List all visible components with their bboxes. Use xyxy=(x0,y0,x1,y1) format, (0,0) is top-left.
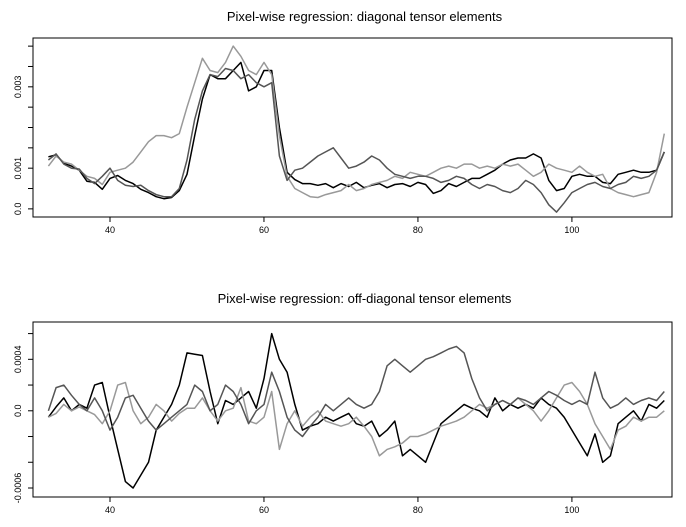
series-line-2 xyxy=(48,381,665,457)
x-tick-label: 100 xyxy=(564,225,579,235)
series-line-2 xyxy=(47,45,666,199)
chart-title: Pixel-wise regression: off-diagonal tens… xyxy=(218,291,512,306)
y-tick-label: 0.0 xyxy=(13,203,23,216)
x-tick-label: 80 xyxy=(413,225,423,235)
y-tick-label: -0.0006 xyxy=(13,473,23,504)
series-line-3 xyxy=(47,67,665,213)
plot-frame xyxy=(32,321,673,498)
x-tick-label: 40 xyxy=(105,225,115,235)
series-line-1 xyxy=(48,61,665,200)
x-tick-label: 40 xyxy=(105,505,115,515)
x-tick-label: 60 xyxy=(259,225,269,235)
series-line-3 xyxy=(47,345,665,438)
chart-panel-off-diagonal: Pixel-wise regression: off-diagonal tens… xyxy=(13,291,673,515)
series-line-1 xyxy=(47,332,665,489)
y-tick-label: 0.0004 xyxy=(13,346,23,374)
y-tick-label: 0.0 xyxy=(13,405,23,418)
x-tick-label: 80 xyxy=(413,505,423,515)
y-tick-label: 0.001 xyxy=(13,157,23,180)
chart-title: Pixel-wise regression: diagonal tensor e… xyxy=(227,9,503,24)
y-tick-label: 0.003 xyxy=(13,76,23,99)
x-tick-label: 100 xyxy=(564,505,579,515)
chart-panel-diagonal: Pixel-wise regression: diagonal tensor e… xyxy=(13,9,673,235)
x-tick-label: 60 xyxy=(259,505,269,515)
